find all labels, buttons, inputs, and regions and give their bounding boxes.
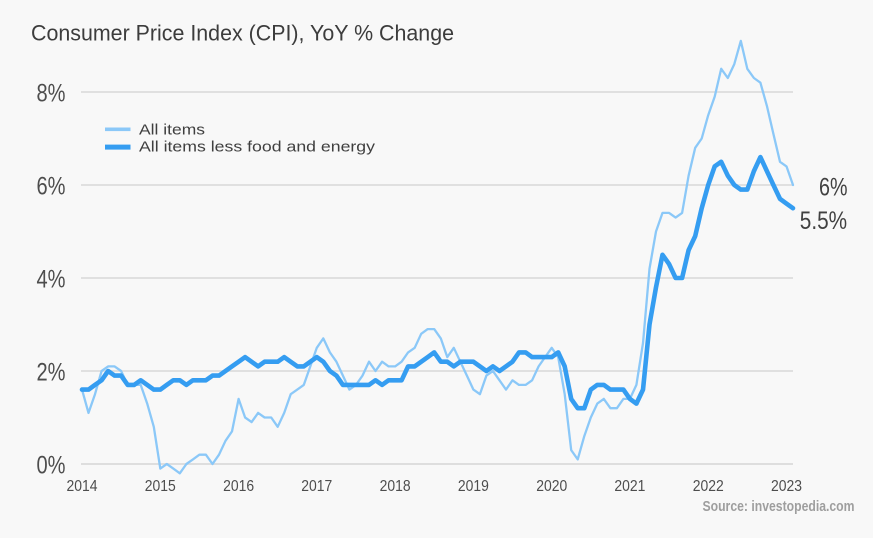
svg-text:6%: 6% (37, 172, 66, 200)
svg-text:Source: investopedia.com: Source: investopedia.com (703, 498, 855, 515)
svg-text:2016: 2016 (223, 478, 254, 495)
svg-text:2022: 2022 (693, 478, 724, 495)
svg-text:2%: 2% (37, 358, 66, 386)
svg-text:2018: 2018 (380, 478, 411, 495)
svg-text:5.5%: 5.5% (800, 207, 847, 235)
svg-text:All items less food and energy: All items less food and energy (139, 139, 376, 156)
svg-text:2019: 2019 (458, 478, 489, 495)
svg-text:6%: 6% (819, 173, 848, 201)
svg-text:2021: 2021 (614, 478, 645, 495)
svg-text:2014: 2014 (67, 478, 98, 495)
svg-text:Consumer Price Index (CPI), Yo: Consumer Price Index (CPI), YoY % Change (31, 20, 454, 45)
svg-text:2023: 2023 (771, 478, 802, 495)
svg-text:8%: 8% (37, 79, 66, 107)
svg-text:0%: 0% (37, 451, 66, 479)
svg-text:2017: 2017 (301, 478, 332, 495)
svg-text:2020: 2020 (536, 478, 567, 495)
svg-text:4%: 4% (37, 265, 66, 293)
svg-text:2015: 2015 (145, 478, 176, 495)
svg-text:All items: All items (139, 122, 205, 139)
